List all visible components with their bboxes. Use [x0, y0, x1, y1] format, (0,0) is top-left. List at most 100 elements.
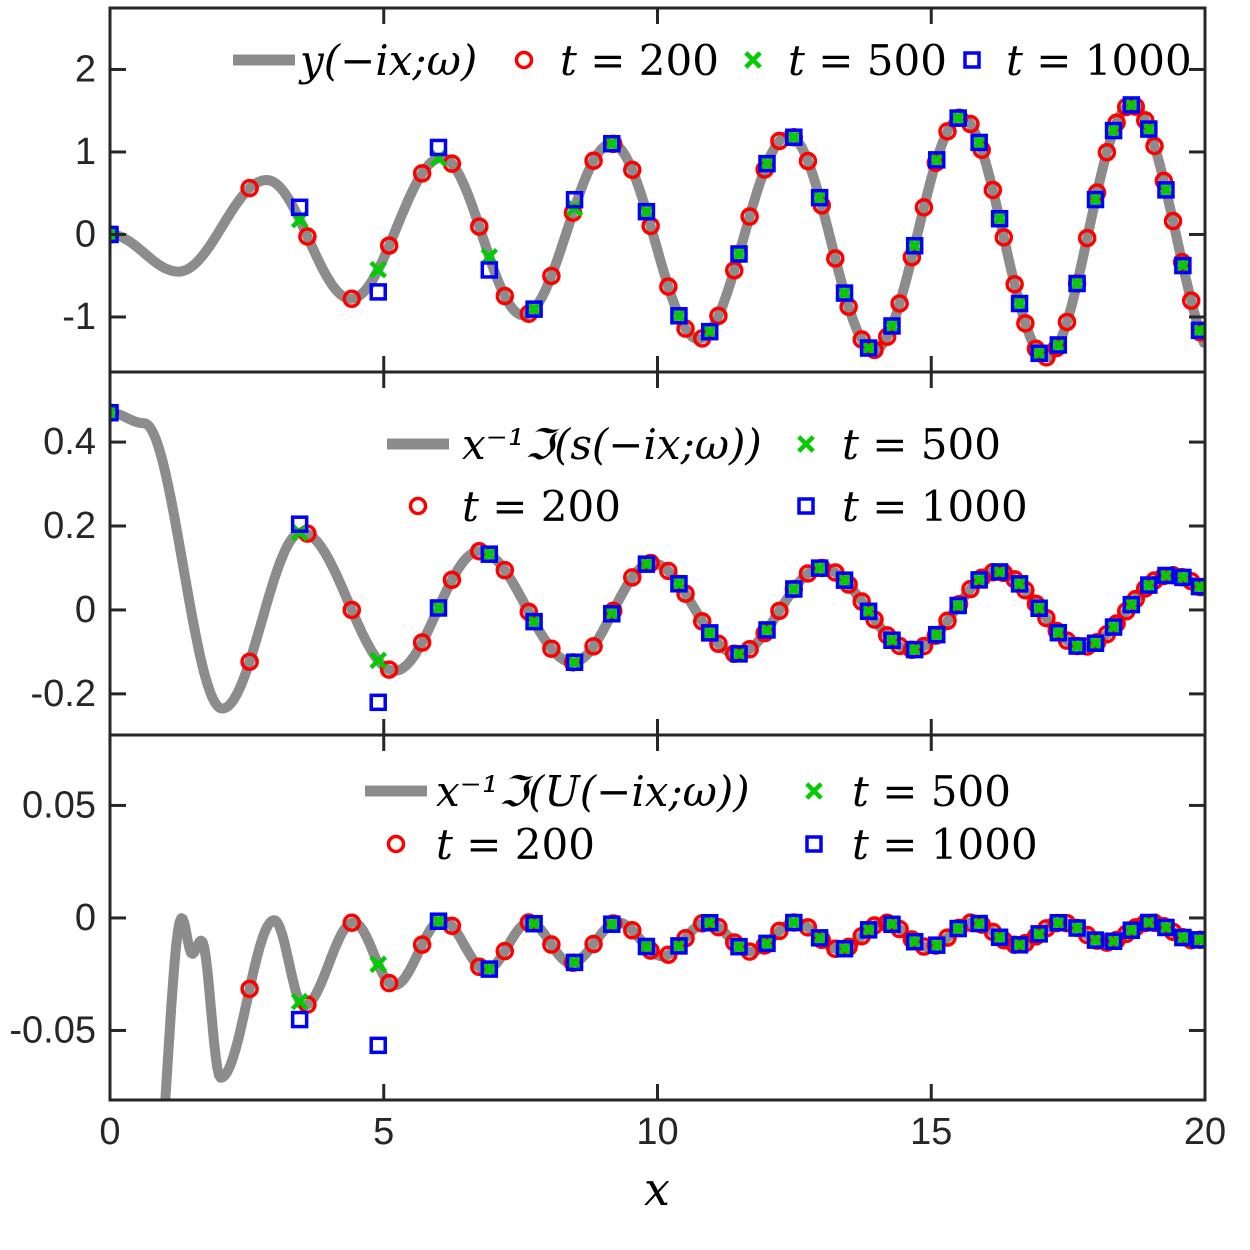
square-marker — [525, 612, 543, 631]
data-point-t500 — [700, 322, 719, 341]
x-tick-label: 5 — [373, 1111, 394, 1153]
data-point-t500 — [565, 953, 584, 972]
circle-marker — [542, 639, 561, 658]
data-point-t1000 — [949, 596, 967, 615]
data-point-t200 — [342, 913, 362, 932]
data-point-t1000 — [730, 937, 748, 956]
data-point-t500 — [810, 559, 829, 577]
data-point-t1000 — [480, 960, 499, 978]
x-marker — [602, 915, 621, 934]
data-point-t200 — [659, 561, 678, 581]
data-point-t500 — [758, 934, 776, 953]
y-tick-label: 0.2 — [43, 505, 96, 547]
data-point-t1000 — [290, 515, 309, 533]
data-point-t500 — [810, 929, 829, 947]
legend-label: t = 500 — [842, 420, 1001, 469]
x-marker — [990, 928, 1009, 947]
data-point-t500 — [970, 914, 988, 933]
data-point-t1000 — [700, 322, 719, 341]
data-point-t200 — [623, 921, 642, 940]
circle-marker — [342, 289, 362, 309]
legend-label: x⁻¹ℑ(s(−ix;ω)) — [462, 420, 762, 469]
square-marker — [758, 621, 776, 639]
data-point-t500 — [1010, 294, 1029, 313]
data-point-t200 — [1005, 274, 1024, 294]
circle-marker — [514, 50, 534, 70]
data-point-t200 — [584, 637, 603, 656]
data-point-t1000 — [758, 934, 776, 953]
circle-marker — [342, 600, 362, 620]
x-marker — [835, 571, 854, 589]
legend-marker-circle — [386, 834, 406, 854]
data-point-t500 — [525, 914, 543, 933]
x-marker — [859, 602, 878, 621]
data-point-t1000 — [480, 545, 499, 563]
square-marker — [883, 631, 901, 649]
x-marker — [744, 51, 762, 69]
circle-marker — [994, 228, 1014, 247]
data-point-t1000 — [1068, 637, 1086, 655]
square-marker — [1068, 919, 1086, 937]
square-marker — [927, 625, 946, 644]
data-point-t1000 — [1086, 931, 1105, 949]
data-point-t1000 — [927, 936, 946, 954]
data-point-t500 — [670, 937, 688, 955]
square-marker — [670, 575, 688, 593]
x-marker — [525, 914, 543, 933]
data-point-t1000 — [949, 919, 967, 938]
data-point-t500 — [602, 604, 621, 623]
legend-label: x⁻¹ℑ(U(−ix;ω)) — [436, 767, 750, 816]
circle-marker — [408, 496, 428, 516]
square-marker — [810, 188, 829, 207]
square-marker — [785, 128, 803, 146]
circle-marker — [240, 178, 259, 198]
data-point-t500 — [525, 300, 543, 318]
square-marker — [565, 653, 584, 672]
circle-marker — [442, 570, 462, 590]
x-marker — [111, 225, 119, 244]
square-marker — [565, 953, 584, 972]
x-marker — [1157, 181, 1175, 199]
x-marker — [1086, 190, 1105, 209]
x-marker — [835, 284, 854, 302]
legend-bottom: x⁻¹ℑ(U(−ix;ω)) t = 500 t = 200 t = 1000 — [365, 767, 1038, 869]
square-marker — [1068, 274, 1086, 293]
data-point-t200 — [442, 570, 462, 590]
data-point-t1000 — [859, 921, 878, 939]
square-marker — [1010, 575, 1029, 593]
x-marker — [1010, 575, 1029, 593]
square-marker — [1122, 96, 1141, 114]
x-marker — [805, 782, 823, 800]
data-point-t200 — [342, 600, 362, 620]
data-point-t1000 — [369, 1036, 387, 1055]
circle-marker — [240, 652, 259, 671]
x-marker — [927, 936, 946, 954]
data-point-t1000 — [1049, 913, 1068, 932]
data-point-t1000 — [1174, 256, 1192, 275]
data-point-t500 — [785, 580, 803, 598]
circle-marker — [1077, 228, 1097, 248]
data-point-t1000 — [670, 937, 688, 955]
data-point-t200 — [659, 945, 678, 964]
data-point-t500 — [1086, 931, 1105, 949]
data-point-t500 — [602, 134, 621, 153]
square-marker — [480, 545, 499, 563]
x-marker — [1030, 344, 1048, 363]
square-marker — [369, 1036, 387, 1055]
legend-marker-cross — [805, 782, 823, 800]
square-marker — [1190, 321, 1204, 340]
x-tick-label: 10 — [636, 1111, 678, 1153]
data-point-t200 — [495, 941, 515, 961]
data-point-t200 — [298, 227, 317, 246]
data-point-t200 — [770, 601, 789, 621]
data-point-t500 — [990, 928, 1009, 947]
data-point-t1000 — [1086, 190, 1105, 209]
data-point-t1000 — [970, 133, 988, 152]
data-point-t500 — [1122, 96, 1141, 114]
circle-marker — [983, 180, 1003, 200]
legends-group: y(−ix;ω) t = 200 t = 500 t = 1000x⁻¹ℑ(s(−ix… — [233, 36, 1192, 869]
data-point-t500 — [111, 403, 119, 422]
x-marker — [970, 571, 988, 589]
data-point-t1000 — [1104, 932, 1123, 950]
circle-marker — [379, 236, 399, 255]
